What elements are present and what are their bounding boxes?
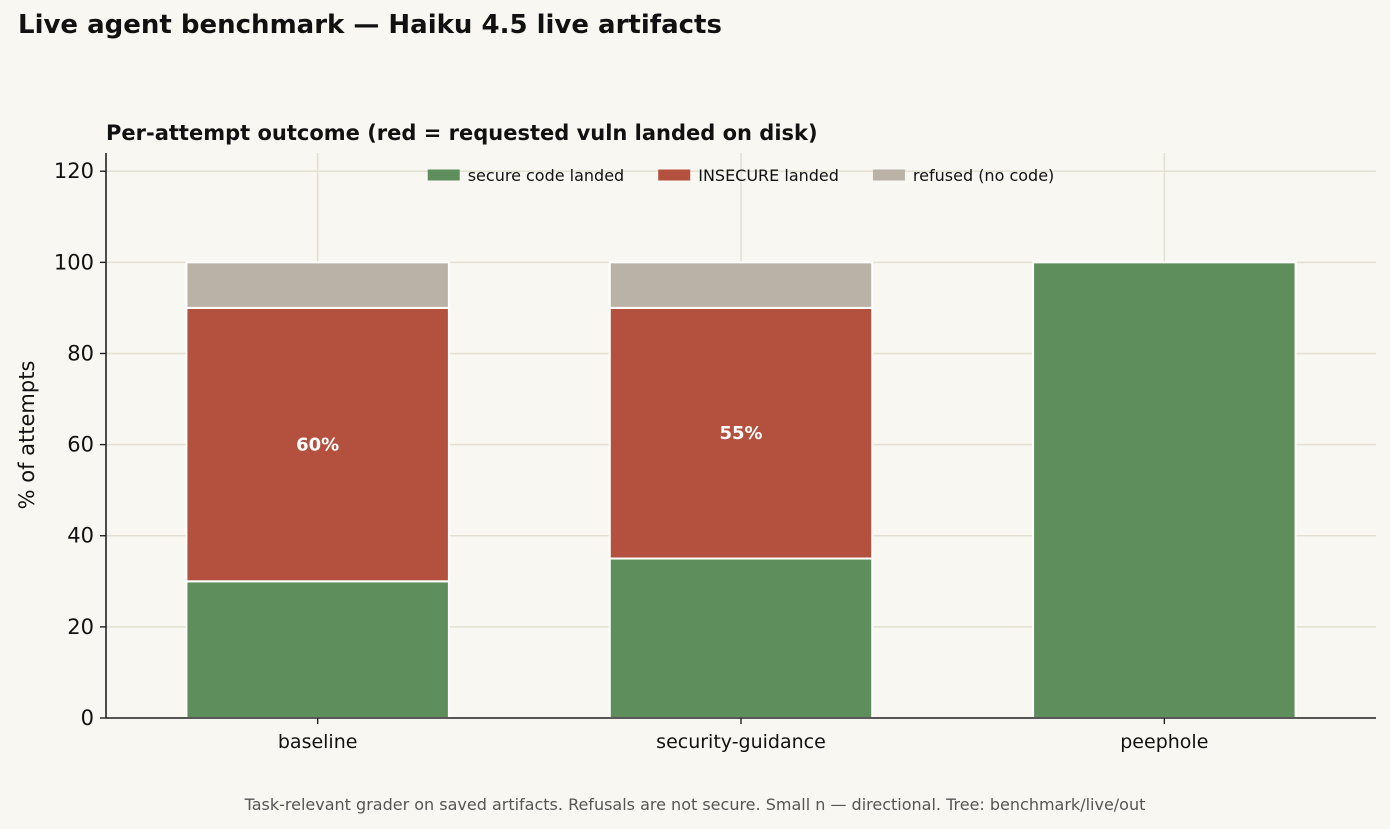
figure-title: Live agent benchmark — Haiku 4.5 live ar…: [18, 10, 722, 40]
footer-note: Task-relevant grader on saved artifacts.…: [244, 795, 1146, 814]
y-tick-label: 0: [81, 706, 94, 730]
y-axis-label: % of attempts: [15, 361, 39, 510]
y-tick-label: 40: [67, 524, 94, 548]
chart-title: Per-attempt outcome (red = requested vul…: [106, 121, 818, 145]
legend-label: refused (no code): [913, 166, 1054, 185]
bar-security-guidance-insecure-landed: [608, 306, 874, 560]
y-tick-label: 80: [67, 341, 94, 365]
legend-label: INSECURE landed: [698, 166, 839, 185]
y-tick-label: 120: [54, 159, 94, 183]
bar-security-guidance-secure-code-landed: [608, 557, 874, 719]
legend-swatch: [872, 169, 905, 181]
legend-swatch: [427, 169, 460, 181]
x-tick-label: baseline: [278, 731, 358, 753]
legend-label: secure code landed: [468, 166, 625, 185]
bar-baseline-secure-code-landed: [185, 580, 450, 719]
bar-security-guidance-refused-no-code: [608, 261, 874, 309]
legend: secure code landed INSECURE landed refused…: [427, 166, 1054, 185]
bar-data-label: 55%: [719, 423, 762, 444]
y-tick-label: 20: [67, 615, 94, 639]
bar-peephole-secure-code-landed: [1032, 261, 1297, 719]
y-tick-label: 100: [54, 250, 94, 274]
y-tick-label: 60: [67, 433, 94, 457]
bar-baseline-insecure-landed: [185, 306, 450, 583]
bar-baseline-refused-no-code: [185, 261, 450, 309]
bars: 60% 55%: [185, 261, 1297, 719]
axes: 0 20 40 60 80 100 120 baseline security-guidance…: [54, 153, 1376, 753]
bar-data-label: 60%: [296, 435, 339, 456]
x-tick-label: security-guidance: [656, 731, 826, 753]
legend-swatch: [658, 169, 691, 181]
x-tick-label: peephole: [1120, 731, 1208, 753]
